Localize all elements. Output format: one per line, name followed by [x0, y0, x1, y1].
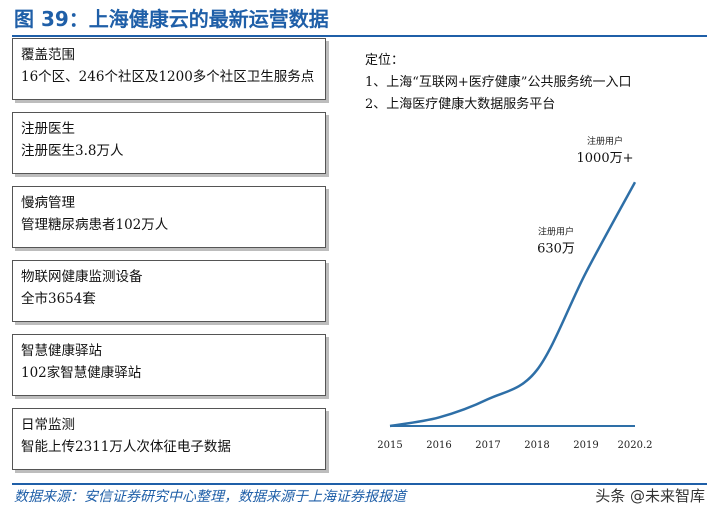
stat-box-monitoring: 日常监测 智能上传2311万人次体征电子数据: [12, 408, 326, 470]
stat-box-chronic: 慢病管理 管理糖尿病患者102万人: [12, 186, 326, 248]
user-growth-chart: 2015 2016 2017 2018 2019 2020.2 注册用户 630万 注册用户 10…: [365, 135, 665, 460]
x-tick-label: 2019: [573, 440, 598, 451]
source-note: 数据来源：安信证券研究中心整理，数据来源于上海证券报报道: [14, 489, 406, 505]
annotation-label: 注册用户: [587, 135, 623, 147]
x-tick-label: 2015: [377, 440, 402, 451]
stat-box-doctors: 注册医生 注册医生3.8万人: [12, 112, 326, 174]
positioning-item: 2、上海医疗健康大数据服务平台: [365, 97, 556, 112]
stat-box-iot: 物联网健康监测设备 全市3654套: [12, 260, 326, 322]
positioning-heading: 定位：: [365, 53, 405, 68]
stat-box-value: 全市3654套: [21, 291, 96, 307]
footer-divider: [12, 483, 707, 485]
figure-title: 图 39：上海健康云的最新运营数据: [14, 7, 329, 31]
stat-box-title: 物联网健康监测设备: [21, 269, 143, 285]
title-divider: [12, 35, 707, 37]
positioning-text: 定位： 1、上海“互联网+医疗健康”公共服务统一入口 2、上海医疗健康大数据服务…: [365, 50, 631, 116]
stat-box-value: 管理糖尿病患者102万人: [21, 217, 169, 233]
stat-box-value: 16个区、246个社区及1200多个社区卫生服务点: [21, 69, 315, 85]
x-tick-label: 2020.2: [618, 440, 653, 451]
x-tick-label: 2017: [475, 440, 500, 451]
stat-box-value: 102家智慧健康驿站: [21, 365, 142, 381]
stat-box-title: 覆盖范围: [21, 47, 75, 63]
stat-box-title: 慢病管理: [21, 195, 75, 211]
x-tick-label: 2016: [426, 440, 451, 451]
stat-box-title: 智慧健康驿站: [21, 343, 102, 359]
stat-box-coverage: 覆盖范围 16个区、246个社区及1200多个社区卫生服务点: [12, 38, 326, 100]
positioning-item: 1、上海“互联网+医疗健康”公共服务统一入口: [365, 75, 632, 90]
stat-box-title: 日常监测: [21, 417, 75, 433]
series-line-users: [389, 181, 637, 428]
annotation-value: 630万: [537, 241, 575, 256]
annotation-value: 1000万+: [577, 151, 634, 166]
stat-box-value: 智能上传2311万人次体征电子数据: [21, 439, 231, 455]
watermark: 头条 @未来智库: [593, 485, 707, 506]
x-tick-label: 2018: [524, 440, 549, 451]
chart-svg: 2015 2016 2017 2018 2019 2020.2 注册用户 630万 注册用户 10…: [377, 135, 653, 451]
stat-box-title: 注册医生: [21, 121, 75, 137]
stat-box-stations: 智慧健康驿站 102家智慧健康驿站: [12, 334, 326, 396]
stat-box-value: 注册医生3.8万人: [21, 143, 124, 159]
annotation-label: 注册用户: [538, 225, 574, 237]
